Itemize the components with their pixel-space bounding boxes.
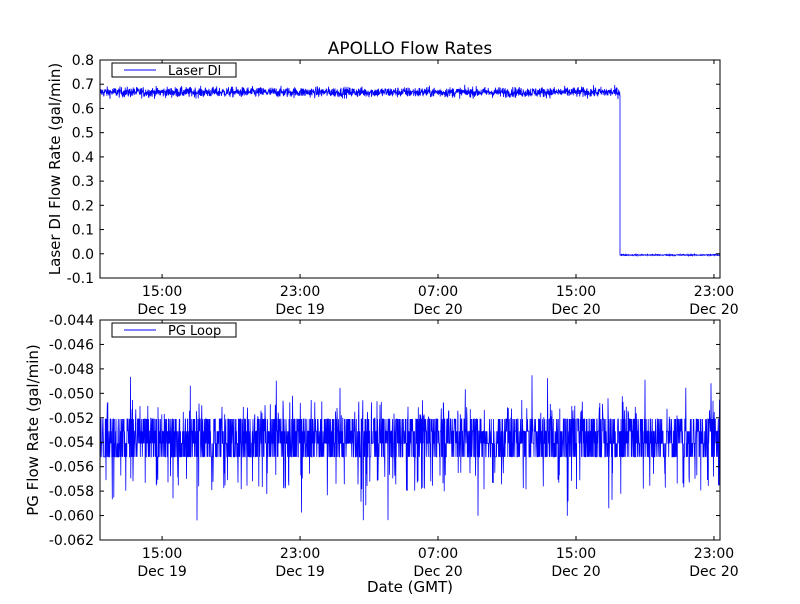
chart-title: APOLLO Flow Rates [328,39,493,59]
legend-label: PG Loop [168,324,221,339]
y-tick-label: 0.7 [72,77,94,93]
x-tick-label-date: Dec 20 [689,564,738,580]
y-tick-label: 0.6 [72,101,94,117]
x-tick-label-date: Dec 20 [413,302,462,318]
y-tick-label: -0.1 [67,271,94,287]
y-tick-label: 0.4 [72,150,94,166]
y-tick-label: 0.2 [72,198,94,214]
y-tick-label: -0.050 [49,386,94,402]
y-tick-label: -0.060 [49,509,94,525]
x-tick-label-time: 07:00 [418,284,458,300]
y-tick-label: -0.062 [49,533,94,549]
bottom-axes: -0.062 -0.060 -0.058 -0.056 -0.054 -0.052 -0.0… [49,313,739,580]
x-tick-label-date: Dec 20 [551,302,600,318]
x-tick-label-time: 15:00 [556,284,596,300]
x-tick-label-date: Dec 19 [275,302,324,318]
series-line-laser-di [100,84,720,258]
x-tick-label-date: Dec 20 [689,302,738,318]
axes-frame [99,319,721,541]
legend-box [111,322,237,338]
y-tick-label: -0.046 [49,337,94,353]
legend: Laser DI [111,62,237,79]
x-tick-label-time: 23:00 [280,546,320,562]
legend: PG Loop [111,322,237,339]
legend-box [111,62,237,78]
y-tick-label: -0.056 [49,460,94,476]
y-tick-label: -0.044 [49,313,94,329]
y-tick-label: 0.1 [72,223,94,239]
y-tick-label: -0.048 [49,362,94,378]
top-y-axis-label: Laser DI Flow Rate (gal/min) [46,63,64,275]
legend-label: Laser DI [168,64,221,79]
x-tick-label-time: 23:00 [694,284,734,300]
x-tick-label-date: Dec 20 [413,564,462,580]
x-axis-label: Date (GMT) [367,578,453,596]
y-tick-label: 0.3 [72,174,94,190]
x-tick-label-date: Dec 19 [275,564,324,580]
x-tick-label-time: 23:00 [280,284,320,300]
y-tick-label: -0.052 [49,411,94,427]
x-tick-label-time: 23:00 [694,546,734,562]
x-tick-label-date: Dec 20 [551,564,600,580]
x-tick-label-date: Dec 19 [137,564,186,580]
y-tick-label: -0.058 [49,484,94,500]
y-tick-label: 0.0 [72,247,94,263]
x-tick-label-time: 15:00 [142,284,182,300]
axes-frame [99,59,721,279]
y-tick-label: -0.054 [49,435,94,451]
x-tick-label-time: 15:00 [556,546,596,562]
x-tick-label-time: 15:00 [142,546,182,562]
top-axes: -0.1 0.0 0.1 0.2 0.3 0.4 0.5 0.6 0.7 0.8 15:00 Dec … [67,53,739,318]
x-tick-label-time: 07:00 [418,546,458,562]
bottom-y-axis-label: PG Flow Rate (gal/min) [24,344,42,516]
y-tick-label: 0.5 [72,126,94,142]
x-tick-label-date: Dec 19 [137,302,186,318]
series-line-pg-loop [100,375,720,521]
y-tick-label: 0.8 [72,53,94,69]
